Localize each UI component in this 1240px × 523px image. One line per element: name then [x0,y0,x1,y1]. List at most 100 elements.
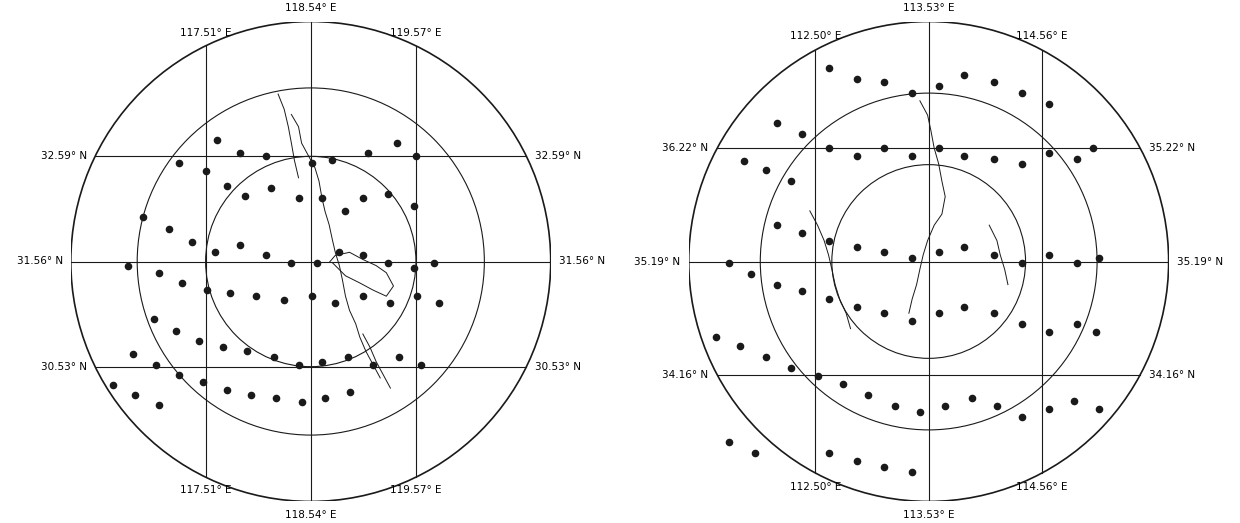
Point [756,353,776,361]
Point [407,292,427,300]
Point [1039,149,1059,157]
Point [1090,254,1110,263]
Point [903,89,923,97]
Text: 32.59° N: 32.59° N [534,151,580,161]
Point [818,236,838,245]
Point [847,75,867,83]
Point [734,157,754,165]
Point [874,144,894,152]
Point [192,378,212,386]
Text: 35.19° N: 35.19° N [1178,256,1224,267]
Text: 34.16° N: 34.16° N [662,370,708,380]
Point [289,194,309,202]
Point [792,130,812,138]
Point [322,156,342,165]
Point [1068,155,1087,163]
Text: 119.57° E: 119.57° E [391,485,441,495]
Point [929,247,949,256]
Point [1039,405,1059,413]
Point [983,155,1003,163]
Point [378,258,398,267]
Point [353,292,373,300]
Point [730,342,750,350]
Point [404,264,424,272]
Point [353,194,373,202]
Point [781,364,801,372]
Text: 117.51° E: 117.51° E [180,485,232,495]
Point [1012,89,1032,97]
Point [1090,405,1110,413]
Point [847,302,867,311]
Point [404,202,424,211]
Point [792,229,812,237]
Point [190,337,210,345]
Point [1012,320,1032,328]
Text: 36.22° N: 36.22° N [662,143,708,153]
Point [874,78,894,86]
Point [884,402,904,410]
Text: 118.54° E: 118.54° E [285,3,336,14]
Point [742,269,761,278]
Point [833,380,853,388]
Point [262,184,281,192]
Point [818,295,838,303]
Point [756,166,776,174]
Point [1012,413,1032,421]
Text: 113.53° E: 113.53° E [903,510,955,520]
Point [241,391,260,400]
Point [103,381,123,389]
Point [238,347,258,356]
Point [929,309,949,317]
Point [118,262,138,270]
Point [378,190,398,198]
Point [246,292,265,300]
Point [289,360,309,369]
Point [149,268,169,277]
Polygon shape [688,21,1168,502]
Point [412,360,432,369]
Point [874,247,894,256]
Point [424,258,444,267]
Point [429,299,449,308]
Point [255,152,275,161]
Point [807,372,827,380]
Point [954,152,973,160]
Point [134,212,154,221]
Point [149,401,169,410]
Point [123,350,143,359]
Point [858,391,878,399]
Point [766,280,786,289]
Point [308,258,327,267]
Point [792,287,812,295]
Point [954,243,973,252]
Point [145,360,165,369]
Point [236,192,255,200]
Point [388,354,408,362]
Point [213,343,233,351]
Point [1068,320,1087,328]
Point [159,225,179,233]
Point [207,136,227,144]
Point [336,207,356,215]
Point [766,221,786,230]
Point [291,398,311,406]
Point [172,279,192,287]
Text: 31.56° N: 31.56° N [559,256,605,267]
Point [315,394,335,403]
Text: 112.50° E: 112.50° E [790,31,841,41]
Point [353,251,373,259]
Point [312,194,332,202]
Point [337,354,357,362]
Point [405,152,425,161]
Point [1083,144,1102,152]
Point [910,408,930,416]
Point [169,371,188,379]
Point [745,449,765,457]
Point [387,139,407,147]
Point [205,248,224,256]
Point [983,78,1003,86]
Point [264,354,284,362]
Point [196,166,216,175]
Point [1068,258,1087,267]
Point [929,82,949,90]
